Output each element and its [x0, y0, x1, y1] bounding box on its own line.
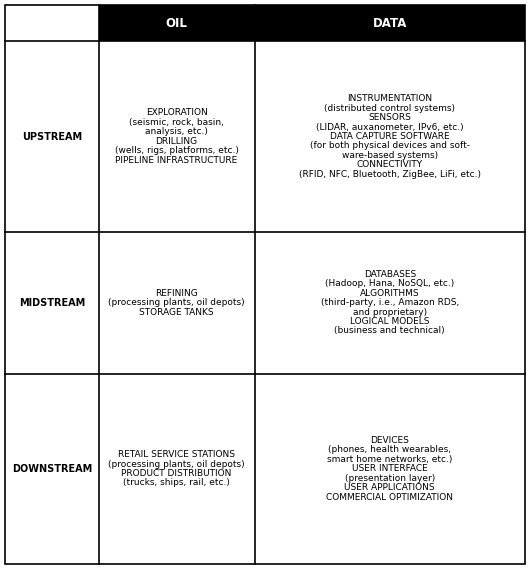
- Text: smart home networks, etc.): smart home networks, etc.): [327, 455, 453, 464]
- Text: EXPLORATION: EXPLORATION: [146, 109, 207, 117]
- Text: SENSORS: SENSORS: [368, 113, 411, 122]
- Text: RETAIL SERVICE STATIONS: RETAIL SERVICE STATIONS: [118, 450, 235, 459]
- Text: DATA: DATA: [373, 17, 407, 30]
- Text: USER APPLICATIONS: USER APPLICATIONS: [344, 483, 435, 492]
- Text: OIL: OIL: [166, 17, 188, 30]
- Text: (seismic, rock, basin,: (seismic, rock, basin,: [129, 118, 224, 127]
- Text: (Hadoop, Hana, NoSQL, etc.): (Hadoop, Hana, NoSQL, etc.): [325, 279, 454, 288]
- Text: (processing plants, oil depots): (processing plants, oil depots): [108, 460, 245, 469]
- Text: (phones, health wearables,: (phones, health wearables,: [328, 446, 452, 455]
- Text: and proprietary): and proprietary): [353, 308, 427, 316]
- Text: INSTRUMENTATION: INSTRUMENTATION: [347, 94, 432, 104]
- Text: UPSTREAM: UPSTREAM: [22, 131, 82, 142]
- Text: PRODUCT DISTRIBUTION: PRODUCT DISTRIBUTION: [121, 469, 232, 478]
- Text: (processing plants, oil depots): (processing plants, oil depots): [108, 298, 245, 307]
- Text: CONNECTIVITY: CONNECTIVITY: [357, 160, 423, 169]
- Text: STORAGE TANKS: STORAGE TANKS: [139, 308, 214, 316]
- Text: (wells, rigs, platforms, etc.): (wells, rigs, platforms, etc.): [114, 146, 238, 155]
- Text: (business and technical): (business and technical): [334, 327, 445, 336]
- Text: DATA CAPTURE SOFTWARE: DATA CAPTURE SOFTWARE: [330, 132, 449, 141]
- Text: ware-based systems): ware-based systems): [342, 151, 438, 160]
- Text: REFINING: REFINING: [155, 288, 198, 298]
- Text: USER INTERFACE: USER INTERFACE: [352, 464, 428, 473]
- Text: DOWNSTREAM: DOWNSTREAM: [12, 464, 92, 474]
- Bar: [254, 5, 525, 42]
- Text: PIPELINE INFRASTRUCTURE: PIPELINE INFRASTRUCTURE: [116, 155, 238, 164]
- Text: DEVICES: DEVICES: [370, 436, 409, 445]
- Text: DATABASES: DATABASES: [364, 270, 416, 279]
- Text: MIDSTREAM: MIDSTREAM: [19, 298, 85, 308]
- Text: COMMERCIAL OPTIMIZATION: COMMERCIAL OPTIMIZATION: [326, 493, 453, 502]
- Text: analysis, etc.): analysis, etc.): [145, 127, 208, 137]
- Bar: [99, 5, 254, 42]
- Text: LOGICAL MODELS: LOGICAL MODELS: [350, 317, 429, 326]
- Text: (trucks, ships, rail, etc.): (trucks, ships, rail, etc.): [123, 479, 230, 488]
- Text: (for both physical devices and soft-: (for both physical devices and soft-: [310, 142, 470, 150]
- Text: (LIDAR, auxanometer, IPv6, etc.): (LIDAR, auxanometer, IPv6, etc.): [316, 122, 464, 131]
- Text: (third-party, i.e., Amazon RDS,: (third-party, i.e., Amazon RDS,: [321, 298, 459, 307]
- Text: ALGORITHMS: ALGORITHMS: [360, 288, 420, 298]
- Text: (RFID, NFC, Bluetooth, ZigBee, LiFi, etc.): (RFID, NFC, Bluetooth, ZigBee, LiFi, etc…: [299, 170, 481, 179]
- Text: (presentation layer): (presentation layer): [344, 474, 435, 483]
- Text: (distributed control systems): (distributed control systems): [324, 104, 455, 113]
- Text: DRILLING: DRILLING: [155, 137, 198, 146]
